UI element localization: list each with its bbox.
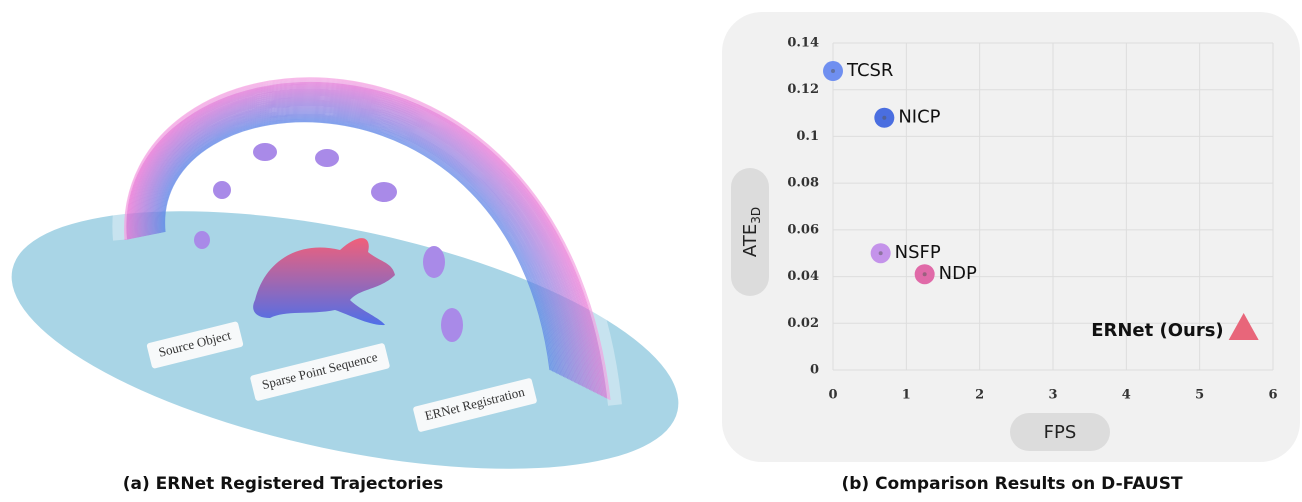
y-tick-label: 0.06	[787, 222, 819, 237]
point-cloud	[371, 182, 397, 202]
y-tick-label: 0.02	[787, 316, 819, 331]
x-tick-label: 0	[828, 388, 837, 403]
point-label: NDP	[939, 263, 977, 284]
x-axis-label: FPS	[1044, 422, 1077, 443]
x-tick-label: 3	[1048, 388, 1057, 403]
point-label: TCSR	[846, 60, 893, 81]
page: Source ObjectSparse Point SequenceERNet …	[0, 0, 1302, 498]
point-center	[831, 69, 835, 73]
x-tick-label: 4	[1122, 388, 1131, 403]
point-center	[923, 272, 927, 276]
x-tick-label: 5	[1195, 388, 1204, 403]
point-center	[882, 116, 886, 120]
y-tick-label: 0.08	[787, 176, 819, 191]
y-tick-label: 0	[810, 363, 819, 378]
point-cloud	[194, 231, 210, 249]
x-tick-label: 2	[975, 388, 984, 403]
x-tick-label: 6	[1268, 388, 1277, 403]
y-tick-label: 0.1	[796, 129, 819, 144]
y-label-text: ATE	[740, 224, 761, 257]
chart-caption: (b) Comparison Results on D-FAUST	[841, 474, 1183, 494]
point-label: NICP	[898, 107, 940, 128]
figure: Source ObjectSparse Point SequenceERNet …	[0, 0, 1302, 498]
y-tick-label: 0.14	[787, 36, 819, 51]
point-cloud	[253, 143, 277, 161]
point-cloud	[423, 246, 445, 278]
point-label: ERNet (Ours)	[1091, 320, 1223, 341]
y-tick-label: 0.12	[787, 82, 819, 97]
point-cloud	[213, 181, 231, 199]
point-label: NSFP	[895, 242, 941, 263]
point-cloud	[441, 308, 463, 342]
point-center	[879, 251, 883, 255]
x-tick-label: 1	[902, 388, 911, 403]
point-cloud	[315, 149, 339, 167]
y-label-subscript: 3D	[749, 207, 763, 224]
y-tick-label: 0.04	[787, 269, 819, 284]
caption: (a) ERNet Registered Trajectories	[123, 474, 444, 494]
